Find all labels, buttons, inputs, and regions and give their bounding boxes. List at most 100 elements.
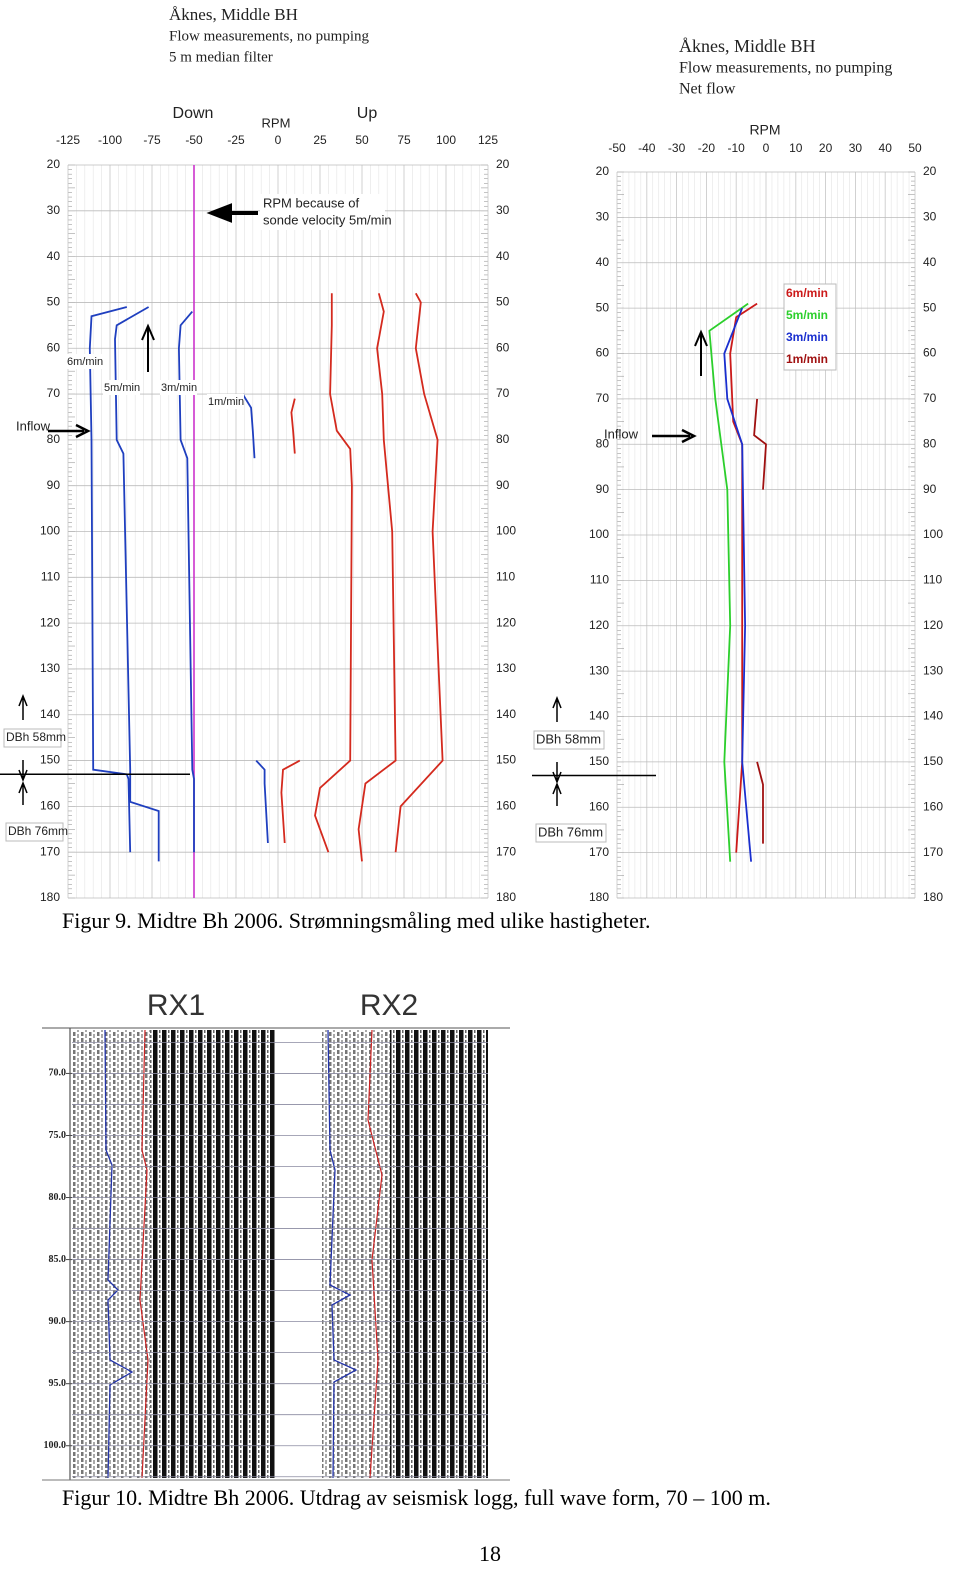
x-tick-label: -75	[143, 133, 161, 147]
label-box	[207, 394, 244, 409]
figure-title: Åknes, Middle BH	[169, 5, 298, 24]
legend-label: 1m/min	[786, 352, 828, 366]
y-tick-label: 70	[496, 386, 510, 400]
y-tick-label: 30	[596, 210, 610, 224]
x-tick-label: -20	[698, 141, 716, 155]
curve-label: 3m/min	[161, 382, 197, 394]
dbh-label: DBh 76mm	[538, 824, 603, 839]
figure-title: Flow measurements, no pumping	[169, 28, 369, 44]
y-tick-label: 110	[590, 573, 609, 587]
y-tick-label: 40	[923, 255, 937, 269]
y-tick-label: 170	[40, 844, 60, 858]
x-tick-label: 10	[789, 141, 803, 155]
y-tick-label: 130	[496, 661, 516, 675]
y-tick-label: 180	[589, 890, 609, 904]
flow-curve-down	[88, 306, 132, 853]
legend-label: 6m/min	[786, 286, 828, 300]
y-tick-label: 80	[923, 436, 937, 450]
y-tick-label: 20	[496, 157, 510, 171]
y-tick-label: 160	[496, 799, 516, 813]
x-tick-label: 0	[763, 141, 770, 155]
y-tick-label: 90.0	[49, 1316, 67, 1327]
x-tick-label: 40	[879, 141, 893, 155]
net-flow-curve	[753, 398, 767, 844]
x-tick-label: -125	[56, 133, 80, 147]
flow-curve-down	[114, 306, 160, 862]
y-tick-label: 170	[923, 845, 943, 859]
y-tick-label: 20	[47, 157, 61, 171]
y-tick-label: 100	[496, 524, 516, 538]
label-box	[66, 354, 103, 369]
inflow-label: Inflow	[16, 418, 51, 433]
arrow	[18, 693, 28, 805]
y-tick-label: 80	[596, 436, 610, 450]
x-tick-label: -30	[668, 141, 686, 155]
y-tick-label: 70	[596, 391, 610, 405]
y-tick-label: 110	[41, 569, 60, 583]
x-tick-label: 30	[849, 141, 863, 155]
up-label: Up	[357, 105, 378, 122]
y-tick-label: 50	[47, 295, 61, 309]
figure-caption: Figur 9. Midtre Bh 2006. Strømningsmålin…	[62, 908, 650, 933]
y-tick-label: 80	[496, 432, 510, 446]
y-tick-label: 130	[589, 663, 609, 677]
label-box	[3, 728, 62, 748]
arrow	[141, 323, 155, 372]
x-tick-label: 20	[819, 141, 833, 155]
flow-curve-up	[280, 398, 301, 844]
curve-label: 1m/min	[208, 396, 244, 408]
dbh-label: DBh 76mm	[8, 824, 68, 838]
y-tick-label: 80	[47, 432, 61, 446]
y-tick-label: 180	[923, 890, 943, 904]
y-tick-label: 100	[589, 527, 609, 541]
y-tick-label: 160	[923, 799, 943, 813]
y-tick-label: 90	[596, 482, 610, 496]
figure-title: Net flow	[679, 81, 736, 98]
x-tick-label: 50	[355, 133, 369, 147]
x-tick-label: 25	[313, 133, 327, 147]
x-tick-label: 75	[397, 133, 411, 147]
y-tick-label: 160	[589, 799, 609, 813]
x-tick-label: -10	[728, 141, 746, 155]
y-tick-label: 90	[923, 482, 937, 496]
x-tick-label: 50	[908, 141, 922, 155]
y-tick-label: 120	[496, 615, 516, 629]
y-tick-label: 180	[40, 890, 60, 904]
y-tick-label: 140	[40, 707, 60, 721]
legend-label: 5m/min	[786, 308, 828, 322]
x-tick-label: -50	[608, 141, 626, 155]
y-tick-label: 95.0	[49, 1378, 67, 1389]
y-tick-label: 90	[47, 478, 61, 492]
y-tick-label: 80.0	[49, 1192, 67, 1203]
y-tick-label: 40	[496, 249, 510, 263]
net-flow-curve	[723, 307, 752, 862]
x-tick-label: 0	[275, 133, 282, 147]
seismic-image	[72, 1029, 488, 1479]
x-tick-label: 100	[436, 133, 456, 147]
y-tick-label: 30	[496, 203, 510, 217]
y-tick-label: 110	[923, 573, 942, 587]
y-tick-label: 100	[923, 527, 943, 541]
y-tick-label: 160	[40, 799, 60, 813]
y-tick-label: 100	[40, 524, 60, 538]
figure-caption: Figur 10. Midtre Bh 2006. Utdrag av seis…	[62, 1485, 771, 1510]
figure-title: Flow measurements, no pumping	[679, 60, 892, 77]
x-tick-label: -25	[227, 133, 245, 147]
label-box	[533, 730, 605, 750]
y-tick-label: 90	[496, 478, 510, 492]
y-tick-label: 60	[496, 340, 510, 354]
y-tick-label: 140	[496, 707, 516, 721]
dbh-label: DBh 58mm	[536, 731, 601, 746]
flow-curve-up	[394, 292, 444, 853]
y-tick-label: 50	[923, 300, 937, 314]
y-tick-label: 140	[923, 709, 943, 723]
annotation: sonde velocity 5m/min	[263, 212, 392, 227]
flow-curve-down	[177, 311, 195, 853]
y-tick-label: 75.0	[49, 1130, 67, 1141]
flow-curve-up	[357, 293, 397, 862]
dbh-label: DBh 58mm	[6, 730, 66, 744]
y-tick-label: 70	[47, 386, 61, 400]
y-tick-label: 70	[923, 391, 937, 405]
legend-box	[783, 283, 837, 371]
